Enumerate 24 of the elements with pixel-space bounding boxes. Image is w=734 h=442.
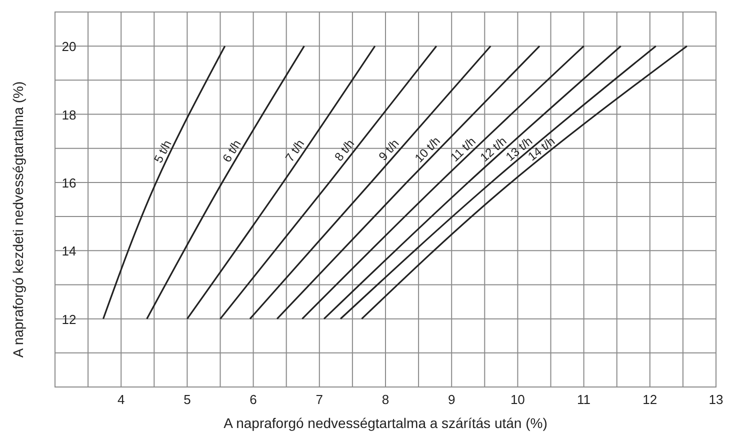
text: 9 t/h — [376, 136, 402, 164]
x-tick-label: 13 — [708, 392, 724, 407]
y-tick-label: 14 — [62, 244, 76, 259]
x-tick-label: 10 — [510, 392, 525, 407]
x-tick-label: 5 — [184, 392, 191, 407]
y-axis-title: A napraforgó kezdeti nedvességtartalma (%) — [10, 81, 26, 358]
text: 10 t/h — [412, 134, 443, 166]
y-tick-label: 20 — [62, 39, 76, 54]
x-tick-label: 8 — [382, 392, 390, 407]
x-tick-label: 12 — [642, 392, 658, 407]
x-axis-title: A napraforgó nedvességtartalma a szárítás után (%) — [224, 415, 548, 431]
y-tick-label: 16 — [62, 175, 76, 190]
x-tick-label: 11 — [577, 392, 591, 407]
x-tick-label: 7 — [316, 392, 324, 407]
y-tick-label: 18 — [62, 107, 76, 122]
x-tick-label: 4 — [117, 392, 125, 407]
text: 5 t/h — [151, 138, 174, 166]
x-tick-label: 6 — [250, 392, 257, 407]
text: 6 t/h — [220, 137, 244, 165]
text: 8 t/h — [332, 136, 358, 164]
text: 11 t/h — [448, 134, 478, 164]
x-tick-label: 9 — [448, 392, 456, 407]
y-tick-label: 12 — [62, 312, 76, 327]
text: 7 t/h — [282, 137, 308, 164]
